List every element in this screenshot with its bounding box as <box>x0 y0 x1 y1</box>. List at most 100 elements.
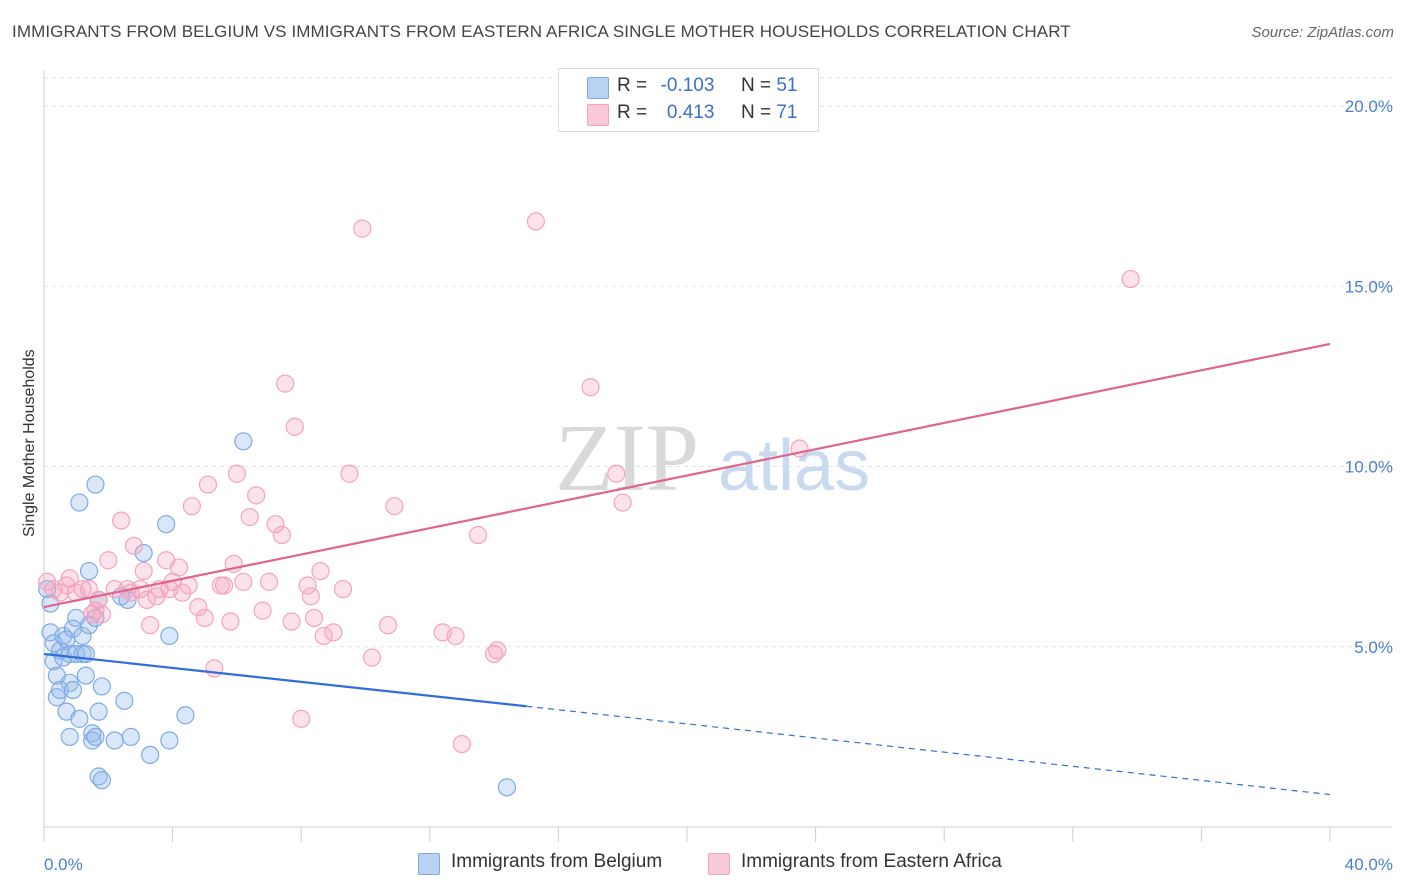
data-point <box>92 677 111 696</box>
data-point <box>311 561 330 581</box>
data-point <box>240 507 259 527</box>
r-label: R = <box>617 75 648 96</box>
y-tick-label: 10.0% <box>1345 458 1393 477</box>
trend-layer <box>43 342 1331 796</box>
data-point <box>314 626 333 646</box>
bottom-legend-label: Immigrants from Belgium <box>451 851 663 872</box>
axes <box>43 70 1392 842</box>
data-point <box>115 691 134 710</box>
data-point <box>253 601 272 620</box>
data-point <box>121 727 140 746</box>
data-point <box>298 576 317 595</box>
data-point <box>44 652 63 671</box>
legend-swatch-belgium <box>587 77 609 99</box>
data-point <box>134 561 153 581</box>
bottom-legend-label: Immigrants from Eastern Africa <box>741 851 1002 872</box>
data-point <box>60 727 79 746</box>
data-point <box>234 432 253 451</box>
data-point <box>301 587 320 606</box>
data-point <box>292 709 311 728</box>
data-point <box>1121 269 1140 289</box>
data-point <box>613 493 632 512</box>
data-point <box>140 616 160 635</box>
n-value: 51 <box>776 75 798 96</box>
data-point <box>73 579 92 599</box>
series-belgium <box>38 432 517 797</box>
bottom-swatch-belgium <box>418 853 440 875</box>
data-point <box>285 417 304 436</box>
data-point <box>79 561 99 581</box>
r-value: -0.103 <box>660 75 715 96</box>
y-tick-label: 5.0% <box>1354 638 1393 657</box>
data-point <box>70 493 89 512</box>
chart-title: IMMIGRANTS FROM BELGIUM VS IMMIGRANTS FR… <box>12 22 1071 41</box>
data-point <box>304 608 324 628</box>
data-point <box>214 576 234 595</box>
data-point <box>157 515 176 534</box>
x-tick-label-min: 0.0% <box>44 855 83 874</box>
data-point <box>160 626 179 646</box>
data-point <box>266 515 285 534</box>
r-label: R = <box>617 102 648 123</box>
data-point <box>488 641 507 660</box>
data-point <box>112 511 131 530</box>
data-point <box>195 608 214 628</box>
trendline-eastern-africa <box>43 342 1331 609</box>
data-point <box>50 680 70 700</box>
data-point <box>526 212 545 231</box>
data-point <box>234 572 253 591</box>
data-point <box>333 579 353 599</box>
data-point <box>378 616 398 635</box>
data-point <box>89 702 108 721</box>
data-point <box>50 583 70 602</box>
data-point <box>247 486 266 505</box>
data-point <box>497 778 517 797</box>
data-point <box>276 374 295 393</box>
n-value: 71 <box>776 102 798 123</box>
x-tick-label-max: 40.0% <box>1345 855 1393 874</box>
bottom-swatch-eastern-africa <box>708 853 730 875</box>
r-value: 0.413 <box>666 102 715 123</box>
data-point <box>259 572 279 591</box>
data-point <box>205 659 224 678</box>
legend-swatch-eastern-africa <box>587 104 609 126</box>
data-point <box>362 648 382 667</box>
data-point <box>176 706 195 725</box>
series-layer <box>38 212 1140 797</box>
data-point <box>282 612 301 631</box>
data-point <box>227 464 246 483</box>
legend-row-belgium: R = -0.103 N = 51 <box>617 75 797 97</box>
watermark-zip: ZIP <box>555 404 699 511</box>
n-label: N = <box>740 75 772 96</box>
data-point <box>324 623 343 642</box>
data-point <box>468 525 488 545</box>
watermark: ZIP atlas <box>555 404 870 511</box>
data-point <box>452 734 472 754</box>
data-point <box>272 525 292 545</box>
data-point <box>173 583 192 602</box>
watermark-atlas: atlas <box>718 426 870 506</box>
trendline-belgium <box>43 652 527 708</box>
data-point <box>124 536 144 555</box>
data-point <box>92 605 111 624</box>
data-point <box>607 464 626 483</box>
data-point <box>169 558 189 577</box>
data-point <box>182 497 201 516</box>
data-point <box>160 731 179 750</box>
data-point <box>221 612 240 631</box>
data-point <box>134 543 153 563</box>
data-point <box>99 551 118 570</box>
data-point <box>105 731 124 750</box>
bottom-legend-belgium: Immigrants from Belgium <box>418 851 663 875</box>
series-eastern-africa <box>38 212 1140 754</box>
source-credit: Source: ZipAtlas.com <box>1251 24 1394 41</box>
tick-labels: 5.0% 10.0% 15.0% 20.0% 0.0% 40.0% <box>44 97 1393 874</box>
n-label: N = <box>740 102 772 123</box>
legend-row-eastern-africa: R = 0.413 N = 71 <box>617 102 797 124</box>
data-point <box>137 590 156 610</box>
data-point <box>446 626 465 646</box>
data-point <box>385 497 404 516</box>
data-point <box>198 475 218 494</box>
data-point <box>92 771 111 790</box>
